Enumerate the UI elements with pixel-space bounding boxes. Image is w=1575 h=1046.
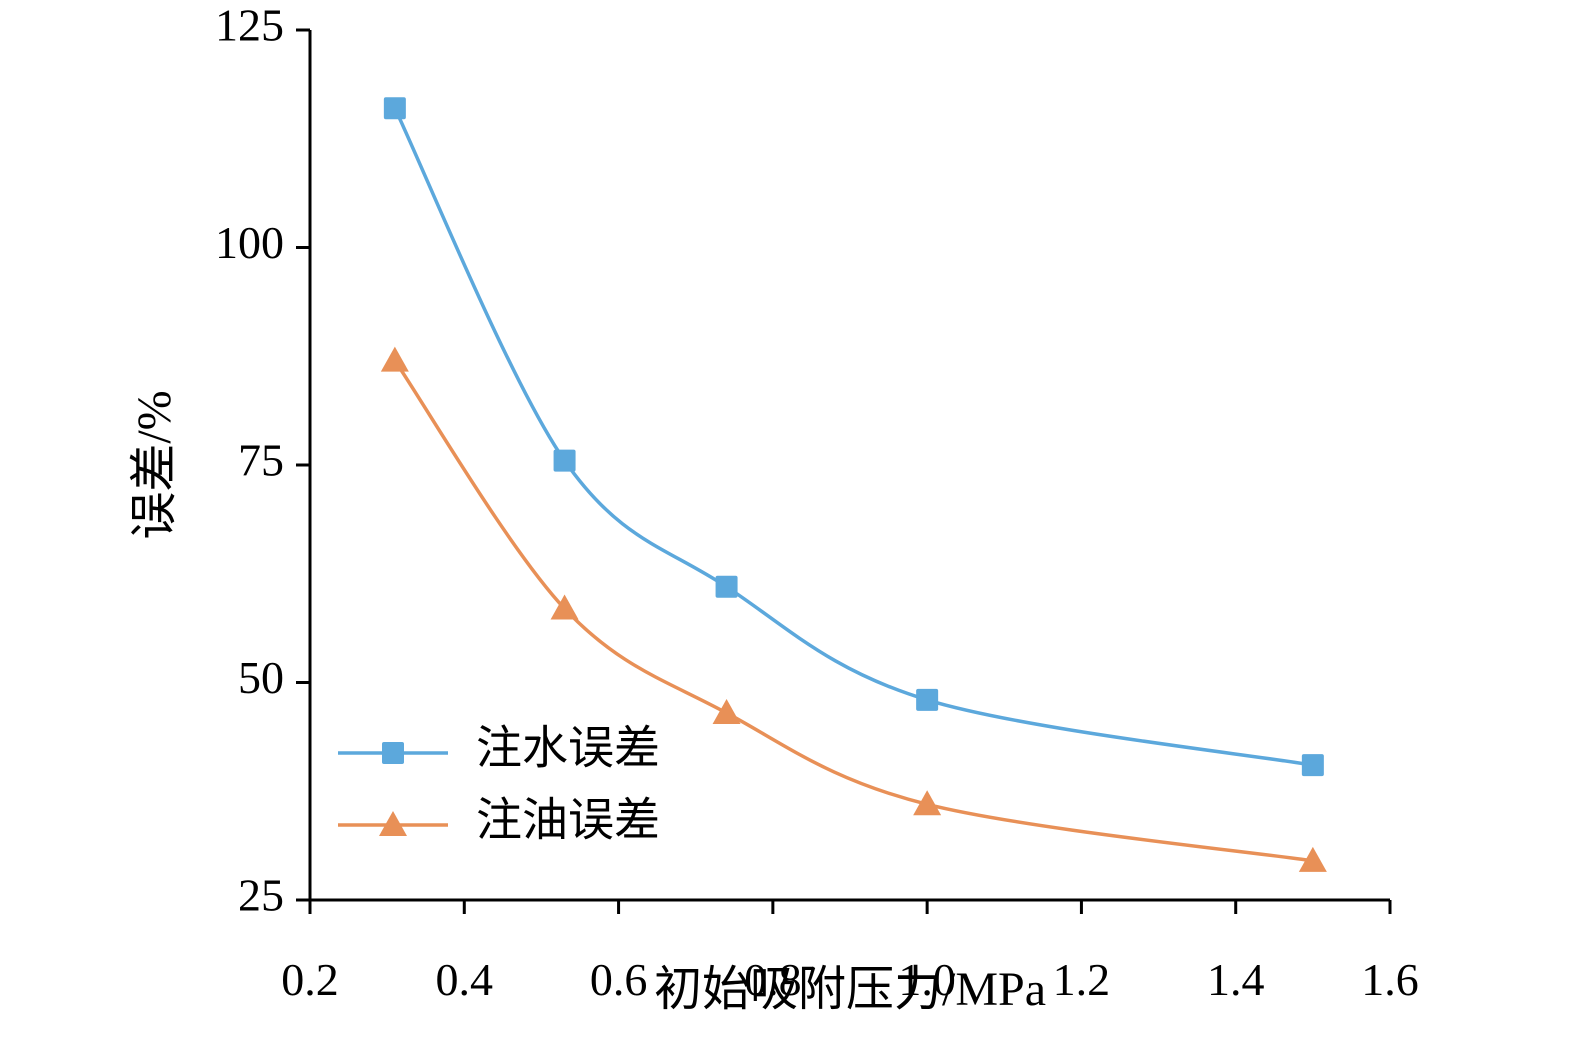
series-0-marker <box>383 97 406 120</box>
series-0-marker <box>715 575 738 598</box>
series-0-marker <box>1301 754 1324 777</box>
x-tick-label: 1.4 <box>1207 954 1265 1005</box>
legend-label: 注油误差 <box>476 795 660 846</box>
y-tick-label: 50 <box>238 652 284 703</box>
series-1-marker <box>1298 846 1327 872</box>
x-tick-label: 0.6 <box>590 954 648 1005</box>
x-tick-label: 0.2 <box>281 954 339 1005</box>
series-1-marker <box>550 594 579 620</box>
legend-marker <box>379 811 407 836</box>
legend-label: 注水误差 <box>476 723 660 774</box>
series-1-marker <box>380 346 409 372</box>
series-0-line <box>393 106 1315 767</box>
x-tick-label: 0.8 <box>744 954 802 1005</box>
y-axis-title: 误差/% <box>128 390 181 539</box>
series-0-marker <box>553 449 576 472</box>
series-1-line <box>393 358 1315 863</box>
series-1-marker <box>913 790 942 816</box>
x-axis-title: 初始吸附压力/MPa <box>654 963 1046 1016</box>
series-0-marker <box>916 688 939 711</box>
y-tick-label: 125 <box>215 0 284 51</box>
x-tick-label: 0.4 <box>436 954 494 1005</box>
x-tick-label: 1.0 <box>898 954 956 1005</box>
legend-marker <box>382 742 404 764</box>
x-tick-label: 1.6 <box>1361 954 1419 1005</box>
y-tick-label: 75 <box>238 435 284 486</box>
y-tick-label: 25 <box>238 870 284 921</box>
x-tick-label: 1.2 <box>1053 954 1111 1005</box>
y-tick-label: 100 <box>215 217 284 268</box>
series-1-marker <box>712 698 741 724</box>
